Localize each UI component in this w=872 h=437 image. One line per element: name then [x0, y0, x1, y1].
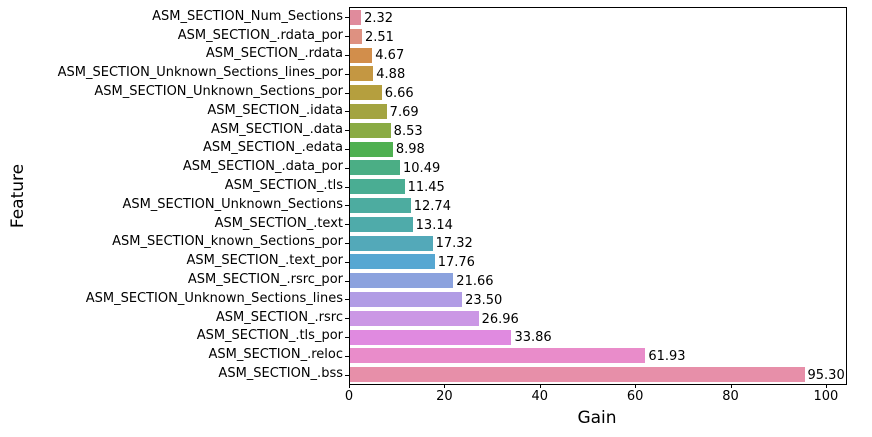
y-tick-label: ASM_SECTION_.data — [210, 121, 343, 137]
y-tick-mark — [345, 167, 349, 169]
y-tick-mark — [345, 243, 349, 244]
x-tick-mark — [635, 384, 637, 388]
x-tick-mark — [539, 384, 541, 388]
y-tick-labels-column: ASM_SECTION_Num_Sections ASM_SECTION_.rda… — [0, 7, 343, 383]
y-tick-mark — [345, 355, 349, 357]
y-tick-label: ASM_SECTION_.tls_por — [196, 328, 343, 344]
bar-value-label: 61.93 — [648, 349, 686, 365]
y-tick-mark — [345, 111, 349, 113]
bar — [350, 310, 479, 326]
y-tick-label: ASM_SECTION_.data_por — [182, 159, 343, 175]
bar-value-label: 8.53 — [393, 123, 423, 139]
bar — [350, 329, 512, 345]
y-tick-mark — [345, 186, 349, 188]
bar-value-label: 6.66 — [384, 86, 414, 102]
y-tick-mark — [345, 224, 349, 226]
y-tick-mark — [345, 337, 349, 338]
y-tick-mark — [345, 17, 349, 19]
y-tick-label: ASM_SECTION_Num_Sections — [152, 8, 343, 24]
y-tick-label: ASM_SECTION_.text_por — [186, 253, 343, 269]
bar — [350, 9, 362, 25]
y-tick-mark — [345, 36, 349, 38]
x-tick-label: 20 — [436, 389, 453, 404]
bar-value-label: 12.74 — [413, 198, 451, 214]
x-tick-mark — [730, 384, 732, 388]
bar — [350, 197, 411, 213]
bar-value-label: 26.96 — [481, 311, 519, 327]
bar-value-label: 10.49 — [403, 161, 441, 177]
bar — [350, 122, 391, 138]
bar-value-label: 11.45 — [407, 180, 445, 196]
y-tick-mark — [345, 374, 349, 376]
y-tick-label: ASM_SECTION_.reloc — [208, 347, 343, 363]
plot-area: 2.32 2.51 4.67 4.88 6.66 7.69 8.53 8.98 10.49 11.… — [345, 7, 847, 385]
y-tick-label: ASM_SECTION_.rsrc_por — [187, 272, 343, 288]
bar — [350, 254, 435, 270]
x-axis-title: Gain — [577, 408, 617, 428]
x-tick-mark — [444, 384, 446, 388]
x-tick-label: 100 — [813, 389, 839, 404]
y-tick-mark — [345, 280, 349, 282]
x-tick-label: 40 — [531, 389, 549, 404]
x-tick-mark — [349, 384, 350, 388]
bar — [350, 235, 433, 251]
y-tick-label: ASM_SECTION_Unknown_Sections_lines — [85, 290, 343, 306]
y-tick-mark — [345, 92, 349, 94]
y-tick-label: ASM_SECTION_.rdata — [205, 46, 343, 62]
bar — [350, 141, 393, 157]
bar-value-label: 2.32 — [364, 10, 394, 26]
bar-value-label: 4.67 — [375, 48, 405, 64]
bar-value-label: 2.51 — [364, 29, 394, 45]
bar — [350, 348, 646, 364]
bar-value-label: 4.88 — [376, 67, 406, 83]
y-tick-label: ASM_SECTION_Unknown_Sections_por — [94, 84, 343, 100]
y-tick-mark — [345, 299, 349, 301]
x-tick-label: 80 — [722, 389, 739, 404]
y-tick-label: ASM_SECTION_.rdata_por — [177, 27, 343, 43]
y-tick-label: ASM_SECTION_.idata — [207, 102, 343, 118]
bar — [350, 28, 362, 44]
bar-value-label: 17.32 — [435, 236, 473, 252]
y-tick-label: ASM_SECTION_known_Sections_por — [112, 234, 343, 250]
bar-value-label: 13.14 — [415, 217, 453, 233]
bar — [350, 85, 382, 101]
bar-value-label: 7.69 — [389, 104, 419, 120]
x-tick-label: 0 — [344, 389, 354, 404]
bar — [350, 160, 401, 176]
y-tick-label: ASM_SECTION_.rsrc — [215, 309, 343, 325]
bar-value-label: 33.86 — [514, 330, 552, 346]
x-tick-mark — [825, 384, 827, 388]
x-tick-label: 60 — [626, 389, 644, 404]
y-tick-mark — [345, 130, 349, 132]
y-tick-mark — [345, 205, 349, 207]
y-tick-label: ASM_SECTION_Unknown_Sections_lines_por — [57, 65, 343, 81]
bar — [350, 367, 805, 383]
y-tick-mark — [345, 149, 349, 150]
bar — [350, 179, 405, 195]
y-tick-label: ASM_SECTION_Unknown_Sections — [122, 196, 343, 212]
bar — [350, 216, 413, 232]
y-tick-label: ASM_SECTION_.tls — [224, 178, 343, 194]
bar-value-label: 21.66 — [456, 274, 494, 290]
bar — [350, 273, 454, 289]
bar-value-label: 95.30 — [807, 368, 845, 384]
bar-value-label: 23.50 — [465, 292, 503, 308]
bar — [350, 47, 373, 63]
y-tick-mark — [345, 73, 349, 75]
y-tick-mark — [345, 261, 349, 263]
y-tick-label: ASM_SECTION_.text — [214, 215, 343, 231]
bar — [350, 66, 374, 82]
bar — [350, 291, 463, 307]
y-tick-mark — [345, 318, 349, 320]
bar-value-label: 17.76 — [437, 255, 475, 271]
y-tick-mark — [345, 55, 349, 56]
y-tick-label: ASM_SECTION_.edata — [202, 140, 343, 156]
bar-value-label: 8.98 — [395, 142, 425, 158]
y-tick-label: ASM_SECTION_.bss — [218, 366, 343, 382]
bar — [350, 103, 387, 119]
